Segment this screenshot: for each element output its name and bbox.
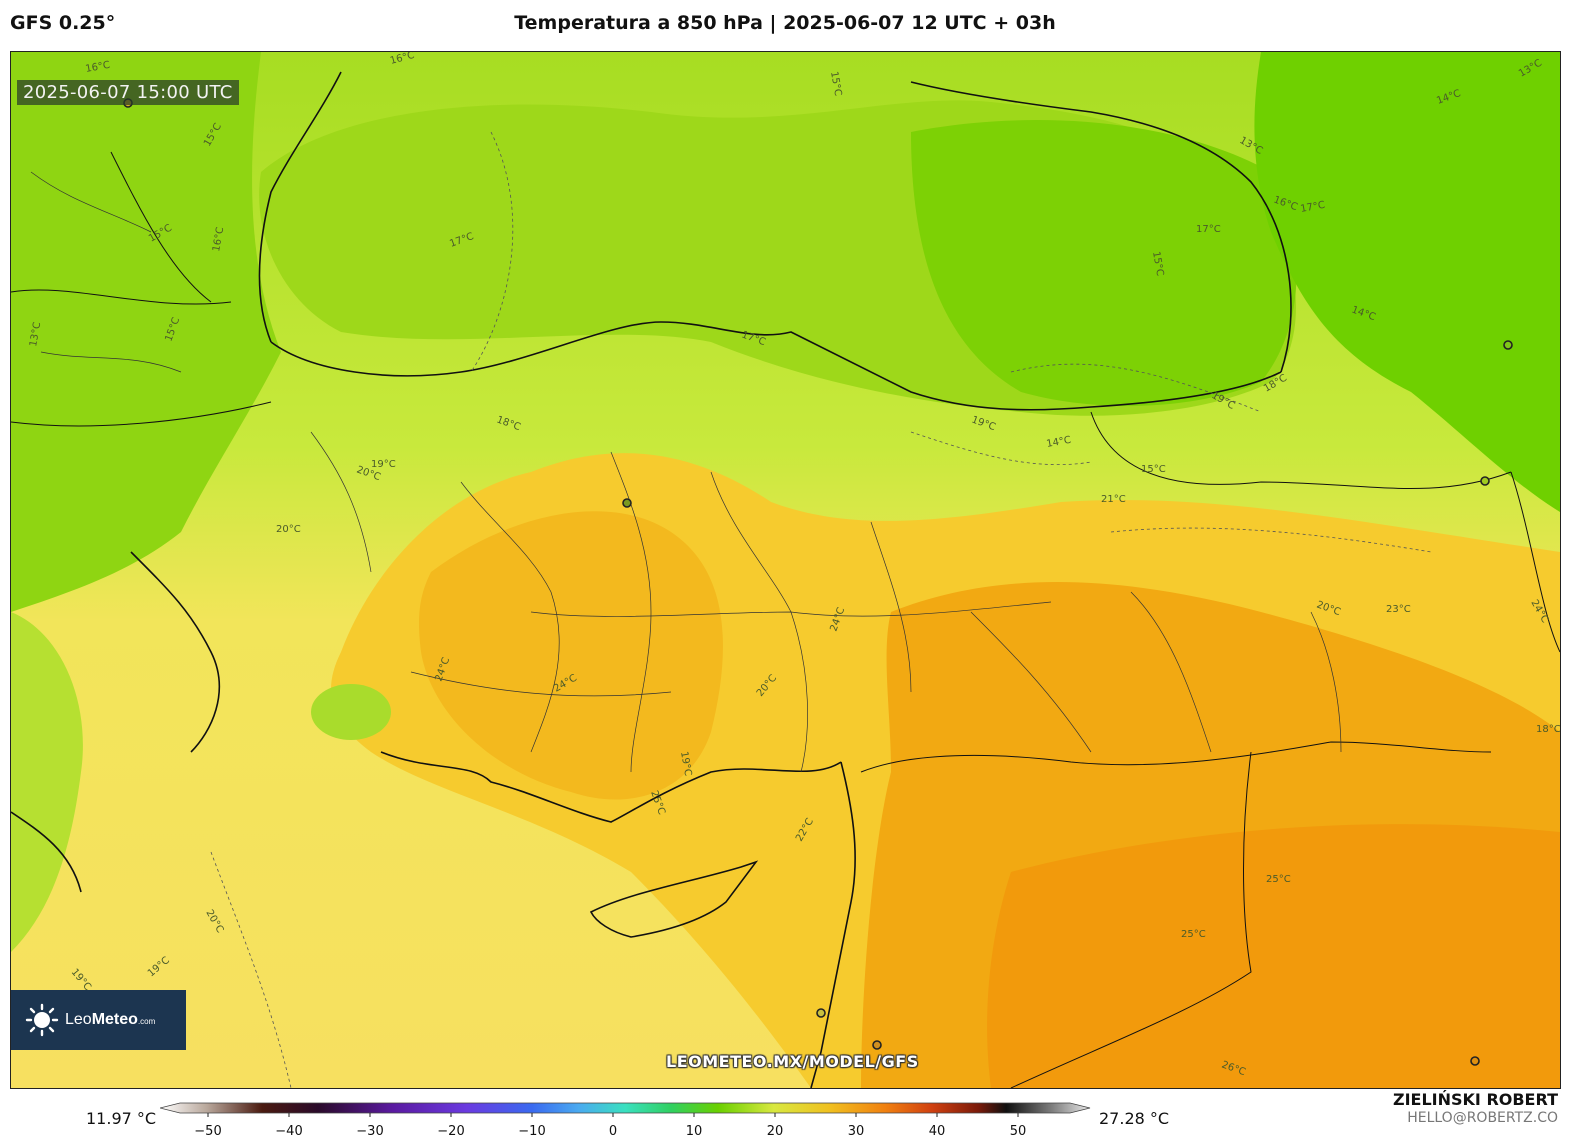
contour-label: 17°C xyxy=(1300,200,1326,215)
model-label: GFS 0.25° xyxy=(10,12,116,34)
contour-label: 13°C xyxy=(1517,58,1544,80)
contour-label: 20°C xyxy=(276,524,301,535)
contour-label: 16°C xyxy=(389,52,416,67)
colorbar-tick-label: −50 xyxy=(194,1124,221,1139)
aegean-cool-spot xyxy=(311,684,391,740)
contour-label: 25°C xyxy=(1266,874,1291,885)
colorbar-tick-label: 40 xyxy=(929,1124,946,1139)
greece-zone xyxy=(11,612,83,952)
contour-label: 26°C xyxy=(1220,1059,1247,1078)
colorbar-tick-label: −40 xyxy=(275,1124,302,1139)
contour-label: 23°C xyxy=(1386,604,1411,615)
city-markers xyxy=(123,98,1513,1066)
contour-label: 24°C xyxy=(828,606,847,633)
coastlines xyxy=(11,71,1292,1088)
contour-label: 18°C xyxy=(495,414,522,433)
contour-label: 21°C xyxy=(1101,494,1126,505)
contour-label: 16°C xyxy=(211,226,226,252)
colorbar-tick-label: 10 xyxy=(686,1124,703,1139)
contour-label: 15°C xyxy=(1141,464,1166,475)
colorbar-max-label: 27.28 °C xyxy=(1099,1109,1170,1128)
colorbar-tick-label: 30 xyxy=(848,1124,865,1139)
central-anatolia-hot-zone xyxy=(419,511,723,800)
contour-label: 15°C xyxy=(163,316,182,343)
colorbar-tick-label: 50 xyxy=(1010,1124,1027,1139)
contour-label: 25°C xyxy=(1181,929,1206,940)
balkans-cool-zone xyxy=(11,52,281,612)
colorbar-tick-label: −10 xyxy=(518,1124,545,1139)
contour-label: 20°C xyxy=(755,673,779,699)
contour-label: 15°C xyxy=(147,223,174,245)
contour-label: 14°C xyxy=(1350,304,1377,323)
contour-label: 13°C xyxy=(1238,135,1265,157)
author-email[interactable]: HELLO@ROBERTZ.CO xyxy=(1407,1110,1558,1126)
contour-label: 14°C xyxy=(1435,88,1462,107)
contour-label: 15°C xyxy=(828,71,843,97)
cold-core-zone xyxy=(911,120,1297,406)
colorbar-tick-label: −20 xyxy=(437,1124,464,1139)
contour-label: 15°C xyxy=(1150,251,1165,277)
site-watermark: LEOMETEO.MX/MODEL/GFS xyxy=(666,1052,919,1071)
contour-label: 19°C xyxy=(69,967,93,993)
contour-label: 19°C xyxy=(678,751,693,777)
contour-label: 14°C xyxy=(1046,435,1072,450)
author-name: ZIELIŃSKI ROBERT xyxy=(1392,1090,1558,1109)
isotherm-lines xyxy=(210,131,1432,1088)
colorbar-tick-label: 0 xyxy=(609,1124,617,1139)
contour-label: 20°C xyxy=(203,908,225,935)
contour-label: 18°C xyxy=(1262,373,1289,395)
contour-labels: 16°C16°C15°C13°C14°C13°C15°C16°C16°C 17°C… xyxy=(28,52,1560,1078)
contour-label: 18°C xyxy=(1536,724,1560,735)
map-title: Temperatura a 850 hPa | 2025-06-07 12 UT… xyxy=(514,12,1056,34)
contour-label: 16°C xyxy=(1272,194,1299,213)
contour-label: 19°C xyxy=(371,459,396,470)
colorbar-min-label: 11.97 °C xyxy=(86,1109,157,1128)
province-borders xyxy=(30,171,1342,773)
timestamp-badge: 2025-06-07 15:00 UTC xyxy=(17,80,239,105)
logo-text: LeoMeteo.com xyxy=(65,1011,156,1028)
contour-label: 15°C xyxy=(202,122,224,149)
contour-label: 17°C xyxy=(740,329,767,348)
country-borders xyxy=(11,151,1560,1088)
contour-label: 19°C xyxy=(1210,390,1237,412)
leometeo-logo[interactable]: LeoMeteo.com xyxy=(11,990,186,1050)
contour-label: 16°C xyxy=(85,60,111,75)
temperature-map xyxy=(11,52,1560,1088)
colorbar-tick-label: 20 xyxy=(767,1124,784,1139)
contour-label: 13°C xyxy=(28,321,43,347)
sun-icon xyxy=(25,1003,59,1037)
contour-label: 19°C xyxy=(970,414,997,433)
contour-label: 19°C xyxy=(146,955,172,979)
caucasus-cold-zone xyxy=(1254,52,1560,512)
contour-label: 24°C xyxy=(552,673,579,695)
contour-label: 25°C xyxy=(648,789,667,816)
contour-label: 17°C xyxy=(448,231,475,250)
contour-label: 24°C xyxy=(1528,598,1550,625)
map-panel: 16°C 16°C 15°C 13°C 14°C 13°C 15°C 16°C 16°C 17°C… xyxy=(10,51,1561,1089)
contour-label: 24°C xyxy=(433,656,452,683)
contour-label: 17°C xyxy=(1196,224,1221,235)
contour-label: 22°C xyxy=(794,817,816,844)
syria-hot-zone xyxy=(987,824,1560,1088)
colorbar-tick-label: −30 xyxy=(356,1124,383,1139)
colorbar: −50 −40 −30 −20 −10 0 10 20 30 40 50 xyxy=(160,1102,1091,1139)
contour-label: 20°C xyxy=(1315,599,1342,618)
